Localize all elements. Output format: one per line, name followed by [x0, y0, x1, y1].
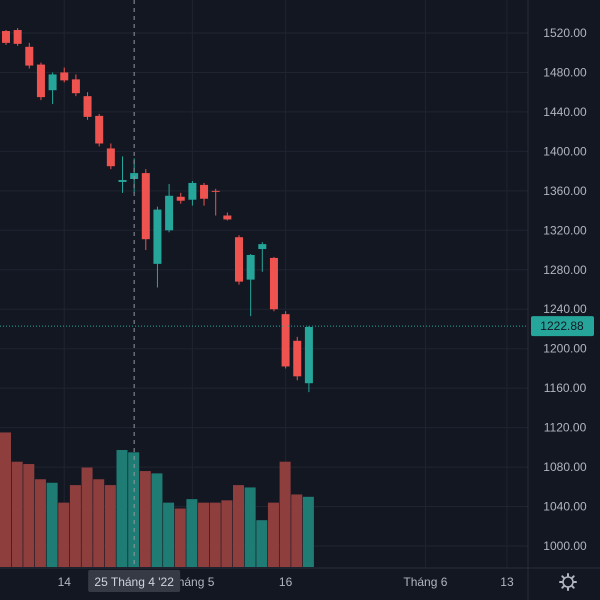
time-tick-label: Tháng 5: [170, 575, 214, 589]
volume-bar: [302, 496, 314, 567]
volume-bars: [0, 432, 314, 567]
candle-body: [2, 31, 10, 43]
volume-bar: [291, 494, 303, 567]
volume-bar: [151, 473, 163, 567]
price-tick-label: 1240.00: [543, 302, 587, 316]
volume-bar: [11, 461, 23, 567]
candle-body: [106, 148, 115, 167]
volume-bar: [163, 502, 175, 567]
time-axis[interactable]: 14 Tháng 5 16 Tháng 6 13: [58, 575, 514, 589]
volume-bar: [221, 500, 233, 567]
candle-body: [48, 74, 57, 91]
price-tick-label: 1000.00: [543, 539, 587, 553]
price-tick-label: 1360.00: [543, 184, 587, 198]
candle-body: [13, 30, 22, 44]
volume-bar: [46, 482, 58, 567]
price-tick-label: 1160.00: [544, 381, 587, 395]
volume-bar: [104, 485, 116, 567]
price-tick-label: 1120.00: [544, 421, 587, 435]
candle-body: [188, 182, 197, 200]
gear-icon[interactable]: [559, 573, 577, 591]
candle-body: [304, 326, 313, 384]
candle-body: [25, 46, 34, 66]
last-price-label: 1222.88: [540, 319, 584, 333]
price-tick-label: 1480.00: [543, 65, 587, 79]
price-axis-panel[interactable]: [528, 0, 600, 568]
volume-bar: [81, 467, 93, 567]
candle-body: [258, 244, 267, 250]
candle-body: [36, 64, 45, 98]
volume-bar: [139, 471, 151, 567]
volume-bar: [279, 461, 291, 567]
candle-body: [83, 96, 92, 117]
volume-bar: [116, 450, 128, 567]
crosshair-date-label: 25 Tháng 4 '22: [94, 575, 174, 589]
candle-body: [60, 72, 69, 81]
volume-bar: [174, 508, 186, 567]
candle-body: [165, 195, 174, 231]
candle-body: [293, 340, 302, 377]
volume-bar: [186, 499, 198, 567]
volume-bar: [244, 487, 256, 567]
price-tick-label: 1400.00: [543, 144, 587, 158]
candle-body: [71, 79, 80, 94]
volume-bar: [93, 479, 105, 567]
price-tick-label: 1440.00: [543, 105, 587, 119]
price-axis: 1520.00 1480.00 1440.00 1400.00 1360.00 1320.…: [543, 26, 587, 553]
time-tick-label: 14: [58, 575, 72, 589]
volume-bar: [233, 485, 244, 567]
last-price-tag: [531, 316, 594, 337]
price-tick-label: 1320.00: [543, 223, 587, 237]
volume-bar: [69, 485, 81, 567]
candle-body: [118, 179, 127, 182]
volume-bar: [23, 464, 35, 567]
candle-body: [281, 314, 290, 367]
price-tick-label: 1040.00: [543, 500, 587, 514]
volume-bar: [128, 452, 140, 567]
crosshair-date-tag: [88, 570, 181, 592]
candle-body: [223, 215, 232, 220]
candle-body: [235, 237, 243, 282]
volume-bar: [198, 502, 210, 567]
candle-body: [269, 257, 278, 310]
volume-bar: [58, 502, 70, 567]
price-tick-label: 1200.00: [543, 342, 587, 356]
time-tick-label: Tháng 6: [403, 575, 447, 589]
axis-tags: 1222.88 25 Tháng 4 '22: [88, 316, 594, 592]
price-tick-label: 1520.00: [543, 26, 587, 40]
volume-bar: [256, 520, 268, 567]
volume-bar: [267, 502, 279, 567]
candle-body: [246, 254, 255, 280]
candle-body: [176, 196, 185, 201]
time-tick-label: 16: [279, 575, 293, 589]
price-tick-label: 1080.00: [543, 460, 587, 474]
volume-bar: [0, 432, 11, 567]
candle-body: [95, 115, 104, 144]
volume-bar: [34, 479, 46, 567]
price-tick-label: 1280.00: [543, 263, 587, 277]
volume-bar: [209, 502, 221, 567]
candle-body: [200, 184, 209, 199]
candle-body: [211, 190, 220, 192]
candle-body: [153, 209, 162, 264]
time-tick-label: 13: [500, 575, 514, 589]
candle-body: [141, 173, 150, 240]
